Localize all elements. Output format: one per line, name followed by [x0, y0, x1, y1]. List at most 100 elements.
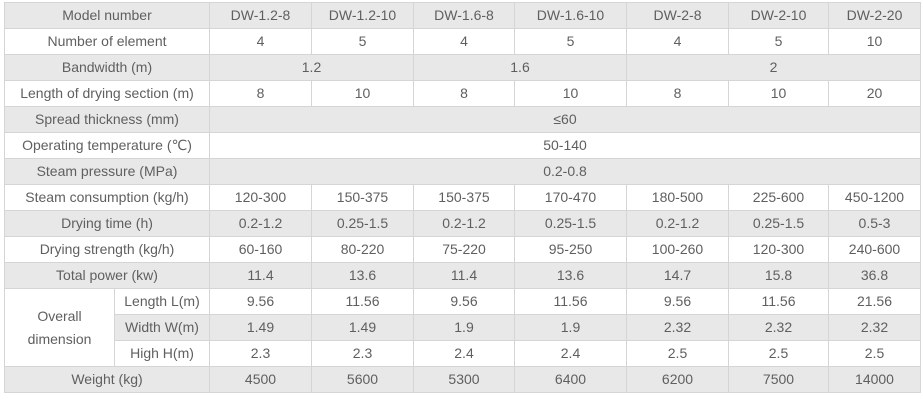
value-cell: 0.5-3 [828, 210, 921, 237]
value-cell: 2.4 [514, 340, 627, 367]
row-label-cell: Bandwidth (m) [4, 54, 210, 81]
value-cell: 450-1200 [828, 184, 921, 211]
value-cell: 80-220 [311, 236, 414, 263]
value-cell: 240-600 [828, 236, 921, 263]
row-label-cell: Operating temperature (℃) [4, 132, 210, 159]
table-row: Drying strength (kg/h) 60-160 80-220 75-220… [4, 236, 921, 263]
value-cell: 5600 [311, 366, 414, 393]
value-cell: 11.4 [209, 262, 312, 289]
table-row: Weight (kg) 4500 5600 5300 6400 6200 7500 14000 [4, 366, 921, 393]
table-row: Steam pressure (MPa) 0.2-0.8 [4, 158, 921, 185]
value-cell: 9.56 [413, 288, 515, 315]
value-cell: 2.32 [828, 314, 921, 341]
column-header-cell: DW-1.6-10 [514, 2, 627, 29]
value-cell: 2.5 [626, 340, 729, 367]
value-cell: 4 [209, 28, 312, 55]
value-cell: 10 [514, 80, 627, 107]
table-row: Width W(m) 1.49 1.49 1.9 1.9 2.32 2.32 2.32 [5, 314, 921, 341]
row-label-cell: Drying time (h) [4, 210, 210, 237]
value-cell: 10 [311, 80, 414, 107]
row-label-cell: Length L(m) [114, 288, 210, 315]
column-header-cell: DW-1.2-8 [209, 2, 312, 29]
value-cell: 6400 [514, 366, 627, 393]
value-cell: 8 [626, 80, 729, 107]
column-header-cell: DW-1.6-8 [413, 2, 515, 29]
value-cell: 36.8 [828, 262, 921, 289]
table-row: Steam consumption (kg/h) 120-300 150-375 15… [4, 184, 921, 211]
value-cell: 1.9 [413, 314, 515, 341]
value-cell: 13.6 [311, 262, 414, 289]
table-row: Length of drying section (m) 8 10 8 10 8 10 20 [4, 80, 921, 107]
row-label-cell: Length of drying section (m) [4, 80, 210, 107]
value-cell: 0.25-1.5 [311, 210, 414, 237]
table-row: Overall dimension Length L(m) 9.56 11.56 9.5… [4, 288, 921, 367]
value-cell: 2.4 [413, 340, 515, 367]
row-label-cell: Total power (kw) [4, 262, 210, 289]
table-row: High H(m) 2.3 2.3 2.4 2.4 2.5 2.5 2.5 [5, 340, 921, 367]
row-label-cell: Steam pressure (MPa) [4, 158, 210, 185]
value-cell: 50-140 [209, 132, 921, 159]
value-cell: 8 [209, 80, 312, 107]
value-cell: 2 [626, 54, 921, 81]
value-cell: 5 [311, 28, 414, 55]
value-cell: 11.56 [311, 288, 414, 315]
value-cell: ≤60 [209, 106, 921, 133]
product-spec-table: Model number DW-1.2-8 DW-1.2-10 DW-1.6-8 DW-… [4, 2, 921, 393]
spec-table-body: Model number DW-1.2-8 DW-1.2-10 DW-1.6-8 DW-… [4, 2, 921, 393]
value-cell: 4 [626, 28, 729, 55]
value-cell: 1.2 [209, 54, 414, 81]
row-label-cell: Spread thickness (mm) [4, 106, 210, 133]
value-cell: 0.2-1.2 [413, 210, 515, 237]
value-cell: 120-300 [728, 236, 829, 263]
value-cell: 11.4 [413, 262, 515, 289]
value-cell: 9.56 [626, 288, 729, 315]
value-cell: 0.2-1.2 [209, 210, 312, 237]
column-header-cell: DW-2-8 [626, 2, 729, 29]
value-cell: 120-300 [209, 184, 312, 211]
value-cell: 95-250 [514, 236, 627, 263]
value-cell: 13.6 [514, 262, 627, 289]
value-cell: 150-375 [413, 184, 515, 211]
value-cell: 5 [514, 28, 627, 55]
value-cell: 1.9 [514, 314, 627, 341]
value-cell: 10 [728, 80, 829, 107]
value-cell: 7500 [728, 366, 829, 393]
value-cell: 11.56 [514, 288, 627, 315]
column-header-cell: DW-2-10 [728, 2, 829, 29]
value-cell: 4500 [209, 366, 312, 393]
value-cell: 0.25-1.5 [728, 210, 829, 237]
value-cell: 2.5 [828, 340, 921, 367]
value-cell: 8 [413, 80, 515, 107]
row-label-cell: High H(m) [114, 340, 210, 367]
value-cell: 150-375 [311, 184, 414, 211]
value-cell: 15.8 [728, 262, 829, 289]
row-label-cell: Number of element [4, 28, 210, 55]
value-cell: 6200 [626, 366, 729, 393]
value-cell: 14000 [828, 366, 921, 393]
value-cell: 10 [828, 28, 921, 55]
row-label-cell: Overall dimension [4, 288, 115, 367]
value-cell: 225-600 [728, 184, 829, 211]
value-cell: 21.56 [828, 288, 921, 315]
value-cell: 5 [728, 28, 829, 55]
row-label-cell: Weight (kg) [4, 366, 210, 393]
value-cell: 1.6 [413, 54, 627, 81]
value-cell: 0.2-0.8 [209, 158, 921, 185]
column-header-cell: DW-2-20 [828, 2, 921, 29]
value-cell: 100-260 [626, 236, 729, 263]
value-cell: 4 [413, 28, 515, 55]
table-row: Spread thickness (mm) ≤60 [4, 106, 921, 133]
value-cell: 60-160 [209, 236, 312, 263]
row-label-cell: Drying strength (kg/h) [4, 236, 210, 263]
row-label-cell: Model number [4, 2, 210, 29]
value-cell: 2.3 [311, 340, 414, 367]
value-cell: 2.32 [728, 314, 829, 341]
value-cell: 0.25-1.5 [514, 210, 627, 237]
table-row: Operating temperature (℃) 50-140 [4, 132, 921, 159]
row-label-cell: Width W(m) [114, 314, 210, 341]
table-row: Drying time (h) 0.2-1.2 0.25-1.5 0.2-1.2 0.2… [4, 210, 921, 237]
value-cell: 0.2-1.2 [626, 210, 729, 237]
value-cell: 11.56 [728, 288, 829, 315]
table-row: Total power (kw) 11.4 13.6 11.4 13.6 14.7 15.8… [4, 262, 921, 289]
